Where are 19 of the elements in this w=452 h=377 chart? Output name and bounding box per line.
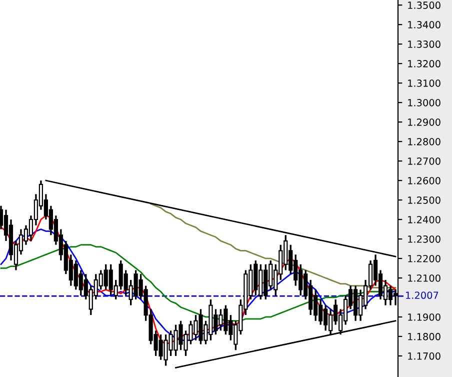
y-tick-label: 1.2100	[408, 274, 440, 282]
y-tick-label: 1.2200	[408, 254, 440, 262]
y-tick-label: 1.2300	[408, 235, 440, 243]
y-tick-label: 1.3400	[408, 21, 440, 28]
y-tick-label: 1.2500	[408, 196, 440, 204]
y-tick-label: 1.1900	[408, 313, 440, 321]
y-tick-label: 1.2800	[408, 138, 440, 146]
y-tick-label: 1.3000	[408, 99, 440, 106]
y-tick-label: 1.3200	[408, 60, 440, 68]
y-tick-label: 1.1800	[408, 332, 440, 340]
y-tick-label: 1.2700	[408, 157, 440, 165]
y-tick-label: 1.3100	[408, 80, 440, 87]
y-tick-label: 1.2600	[408, 176, 440, 184]
y-tick-label: 1.2900	[408, 118, 440, 126]
ref-line-label: 1.2007	[406, 292, 438, 299]
y-tick-label: 1.3500	[408, 2, 440, 9]
y-tick-label: 1.2400	[408, 216, 440, 224]
y-tick-label: 1.3300	[408, 40, 440, 48]
y-tick-label: 1.1700	[408, 352, 440, 360]
